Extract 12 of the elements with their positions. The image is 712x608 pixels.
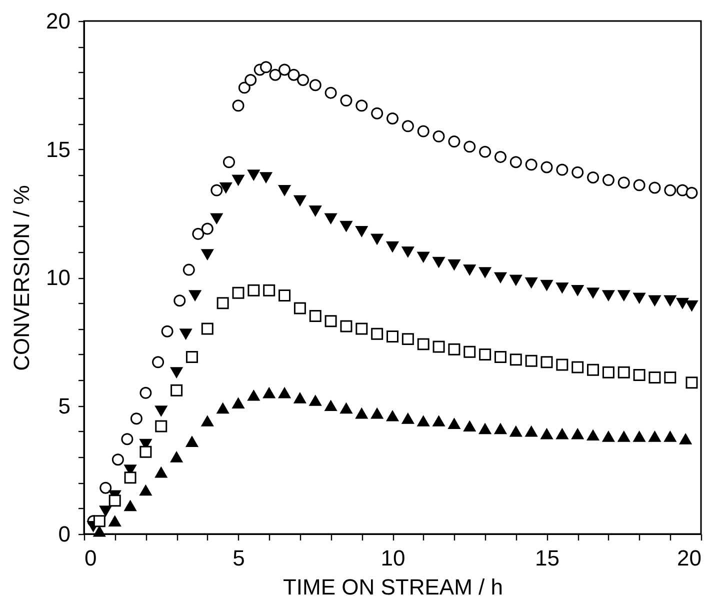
y-tick-label: 0 [58,522,70,546]
x-tick-label: 20 [677,546,702,570]
y-tick-label: 20 [46,8,70,34]
y-tick-label: 5 [58,393,70,418]
x-tick-label: 15 [535,546,560,570]
y-tick-label: 15 [46,136,70,162]
x-tick-label: 5 [232,546,245,570]
x-tick-label: 0 [84,546,97,570]
y-tick-label: 10 [46,265,70,290]
x-tick-label: 10 [380,546,406,570]
x-axis-title: TIME ON STREAM / h [282,574,504,600]
y-axis-title: CONVERSION / % [9,185,34,371]
